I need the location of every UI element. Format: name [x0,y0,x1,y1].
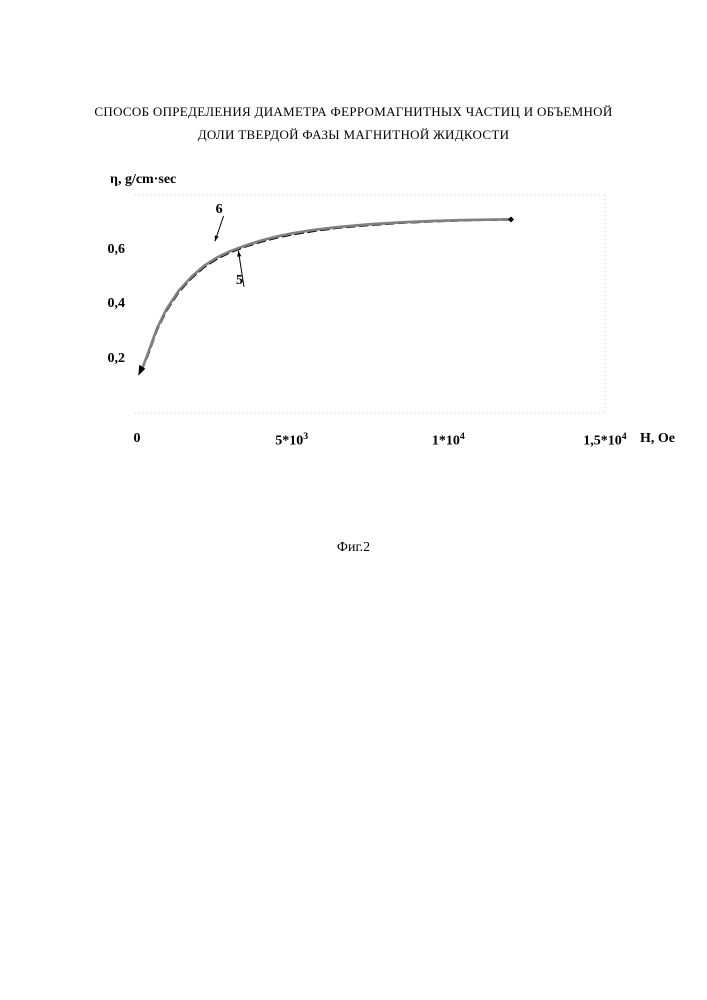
y-tick: 0,4 [95,296,125,312]
x-tick: 1*104 [418,431,478,450]
figure-caption: Фиг.2 [0,540,707,556]
page: СПОСОБ ОПРЕДЕЛЕНИЯ ДИАМЕТРА ФЕРРОМАГНИТН… [0,0,707,1000]
annotation-5: 5 [236,273,243,289]
x-axis-label: H, Oe [640,431,675,447]
series-5 [141,220,511,371]
y-tick: 0,6 [95,242,125,258]
x-tick: 1,5*104 [575,431,635,450]
annotation-6: 6 [216,202,223,218]
x-tick: 0 [127,431,147,447]
y-tick: 0,2 [95,351,125,367]
x-tick: 5*103 [262,431,322,450]
series-6 [141,219,511,370]
